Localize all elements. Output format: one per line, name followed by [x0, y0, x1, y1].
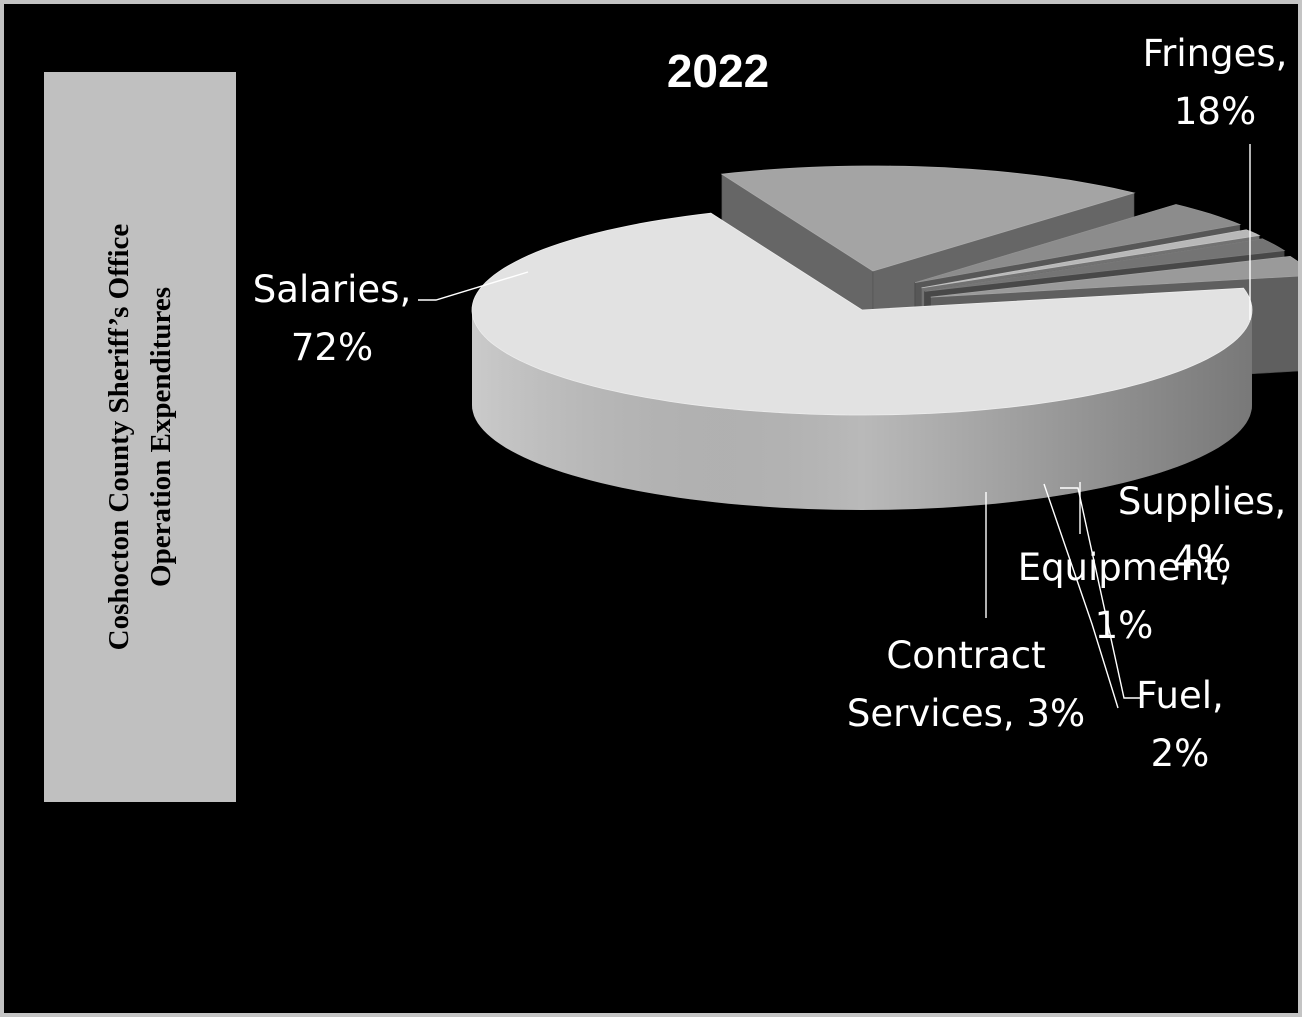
data-label-fringes: Fringes, 18%	[1143, 32, 1288, 133]
pie-slice-salaries	[471, 212, 1253, 510]
data-label-supplies-line-2: 4%	[1173, 538, 1232, 581]
leader-line-equipment	[1060, 487, 1140, 699]
data-label-contract-services-line-2: Services, 3%	[847, 692, 1085, 735]
data-label-supplies-line-1: Supplies,	[1118, 480, 1286, 523]
leader-line-salaries	[418, 271, 529, 301]
pie-chart: 2022 Salaries, 72% Fringes, 18% Supplies, 4%E…	[253, 32, 1298, 775]
pie-slices	[471, 165, 1298, 510]
data-label-fuel: Fuel, 2%	[1136, 674, 1224, 775]
chart-title: 2022	[667, 45, 769, 97]
data-label-salaries-line-2: 72%	[291, 326, 373, 369]
data-label-equipment-line-2: 1%	[1095, 604, 1154, 647]
leader-line-fuel	[1043, 483, 1119, 709]
data-label-equipment-line-1: Equipment,	[1018, 546, 1231, 589]
leader-lines	[418, 144, 1251, 709]
data-label-fuel-line-2: 2%	[1151, 732, 1210, 775]
side-title-panel: Coshocton County Sheriff’s Office Operat…	[44, 72, 236, 802]
data-label-supplies: Supplies, 4%	[1118, 480, 1286, 581]
data-label-salaries: Salaries, 72%	[253, 268, 411, 369]
data-label-equipment: Equipment, 1%	[1018, 546, 1231, 647]
data-labels: Salaries, 72% Fringes, 18% Supplies, 4%Equipm…	[253, 32, 1288, 775]
data-label-fuel-line-1: Fuel,	[1136, 674, 1224, 717]
data-label-fringes-line-1: Fringes,	[1143, 32, 1288, 75]
data-label-contract-services: Contract Services, 3%	[847, 634, 1085, 735]
data-label-contract-services-line-1: Contract	[886, 634, 1045, 677]
data-label-fringes-line-2: 18%	[1174, 90, 1256, 133]
data-label-salaries-line-1: Salaries,	[253, 268, 411, 311]
